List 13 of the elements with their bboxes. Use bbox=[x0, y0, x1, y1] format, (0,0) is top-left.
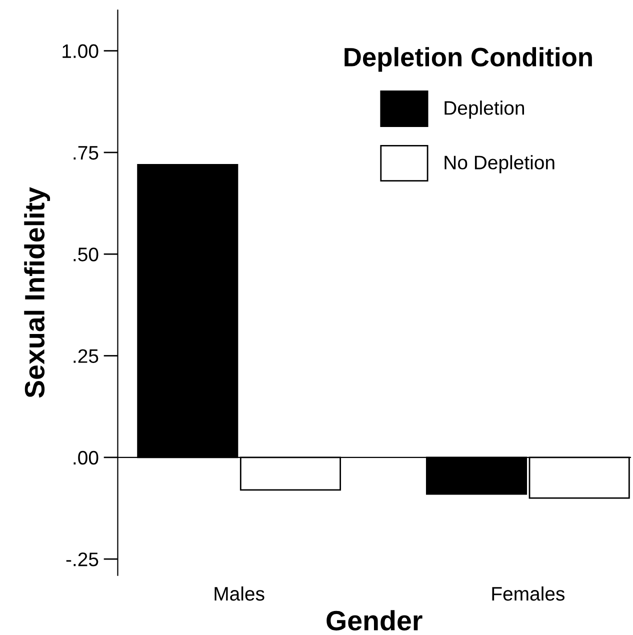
y-tick-label: 1.00 bbox=[62, 44, 98, 58]
y-axis-title: Sexual Infidelity bbox=[24, 187, 50, 398]
y-tick-label: .00 bbox=[74, 450, 98, 465]
x-axis-title: Gender bbox=[326, 610, 422, 631]
y-tick-label: -.25 bbox=[66, 552, 98, 566]
y-tick-label: .50 bbox=[74, 248, 98, 262]
x-tick-label: Females bbox=[492, 586, 564, 601]
legend-label: No Depletion bbox=[444, 155, 554, 174]
legend-label: Depletion bbox=[444, 100, 524, 119]
y-tick-label: .25 bbox=[74, 349, 98, 363]
y-tick-label: .75 bbox=[74, 146, 98, 160]
x-tick-label: Males bbox=[214, 586, 264, 601]
legend-title: Depletion Condition bbox=[344, 47, 592, 72]
